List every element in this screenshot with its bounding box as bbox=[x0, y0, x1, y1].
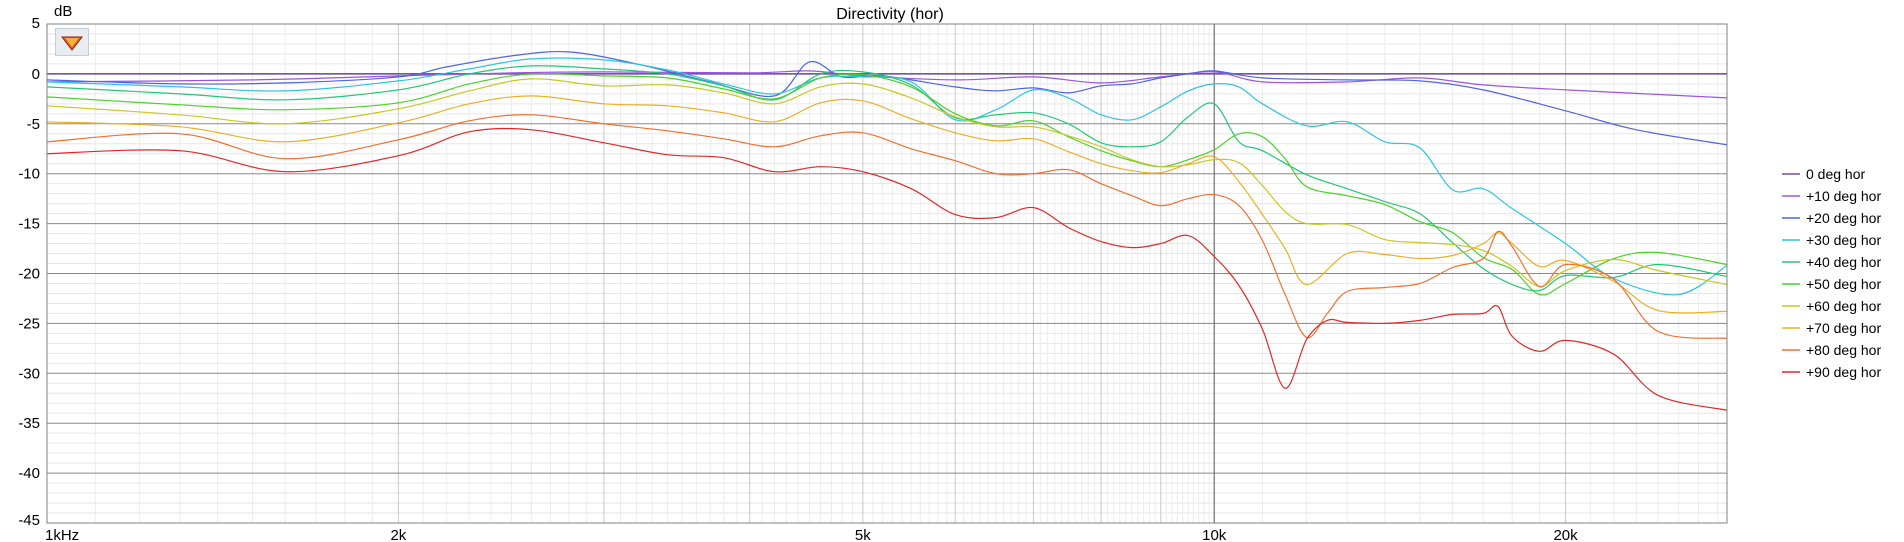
series-line--90-deg-hor bbox=[46, 127, 1728, 411]
y-tick-label: -10 bbox=[18, 166, 40, 183]
legend-entry-label: +60 deg hor bbox=[1806, 298, 1881, 314]
y-tick-label: 5 bbox=[32, 15, 40, 32]
y-tick-label: -25 bbox=[18, 315, 40, 332]
y-tick-label: -45 bbox=[18, 512, 40, 529]
x-axis-ticks: 1kHz 2k 5k 10k 20k bbox=[45, 527, 1578, 542]
x-tick-label: 2k bbox=[390, 527, 406, 542]
legend-entry-label: +30 deg hor bbox=[1806, 232, 1881, 248]
y-tick-label: -15 bbox=[18, 216, 40, 233]
x-tick-label: 20k bbox=[1553, 527, 1578, 542]
y-axis-ticks: 5 0 -5 -10 -15 -20 -25 -30 -35 -40 -45 bbox=[18, 15, 40, 529]
y-tick-label: -30 bbox=[18, 365, 40, 382]
legend-entry-label: +20 deg hor bbox=[1806, 210, 1881, 226]
x-tick-label: 10k bbox=[1202, 527, 1227, 542]
series-line--60-deg-hor bbox=[46, 78, 1728, 288]
legend-entry-label: +80 deg hor bbox=[1806, 342, 1881, 358]
series-line--20-deg-hor bbox=[46, 50, 1728, 146]
y-tick-label: -5 bbox=[27, 116, 40, 133]
app-logo bbox=[55, 28, 89, 56]
y-tick-label: -40 bbox=[18, 465, 40, 482]
plot-frame bbox=[46, 23, 1728, 524]
series-line--50-deg-hor bbox=[46, 72, 1728, 296]
legend-entry-label: +70 deg hor bbox=[1806, 320, 1881, 336]
y-tick-label: 0 bbox=[32, 66, 40, 83]
series-line--80-deg-hor bbox=[46, 114, 1728, 339]
series-line--70-deg-hor bbox=[46, 95, 1728, 314]
legend-entry-label: +90 deg hor bbox=[1806, 364, 1881, 380]
y-tick-label: -20 bbox=[18, 266, 40, 283]
y-axis-label: dB bbox=[54, 3, 72, 20]
x-tick-label: 1kHz bbox=[45, 527, 79, 542]
series-line--40-deg-hor bbox=[46, 65, 1728, 292]
legend-entry-label: +40 deg hor bbox=[1806, 254, 1881, 270]
series-line--30-deg-hor bbox=[46, 57, 1728, 296]
legend-entry-label: +10 deg hor bbox=[1806, 188, 1881, 204]
chart-title: Directivity (hor) bbox=[836, 6, 944, 23]
legend-entry-label: +50 deg hor bbox=[1806, 276, 1881, 292]
series-layer bbox=[46, 50, 1728, 411]
x-tick-label: 5k bbox=[855, 527, 871, 542]
legend-entry-label: 0 deg hor bbox=[1806, 166, 1865, 182]
y-tick-label: -35 bbox=[18, 415, 40, 432]
legend: 0 deg hor +10 deg hor +20 deg hor +30 deg h… bbox=[1782, 166, 1881, 380]
logo-icon bbox=[60, 36, 84, 51]
